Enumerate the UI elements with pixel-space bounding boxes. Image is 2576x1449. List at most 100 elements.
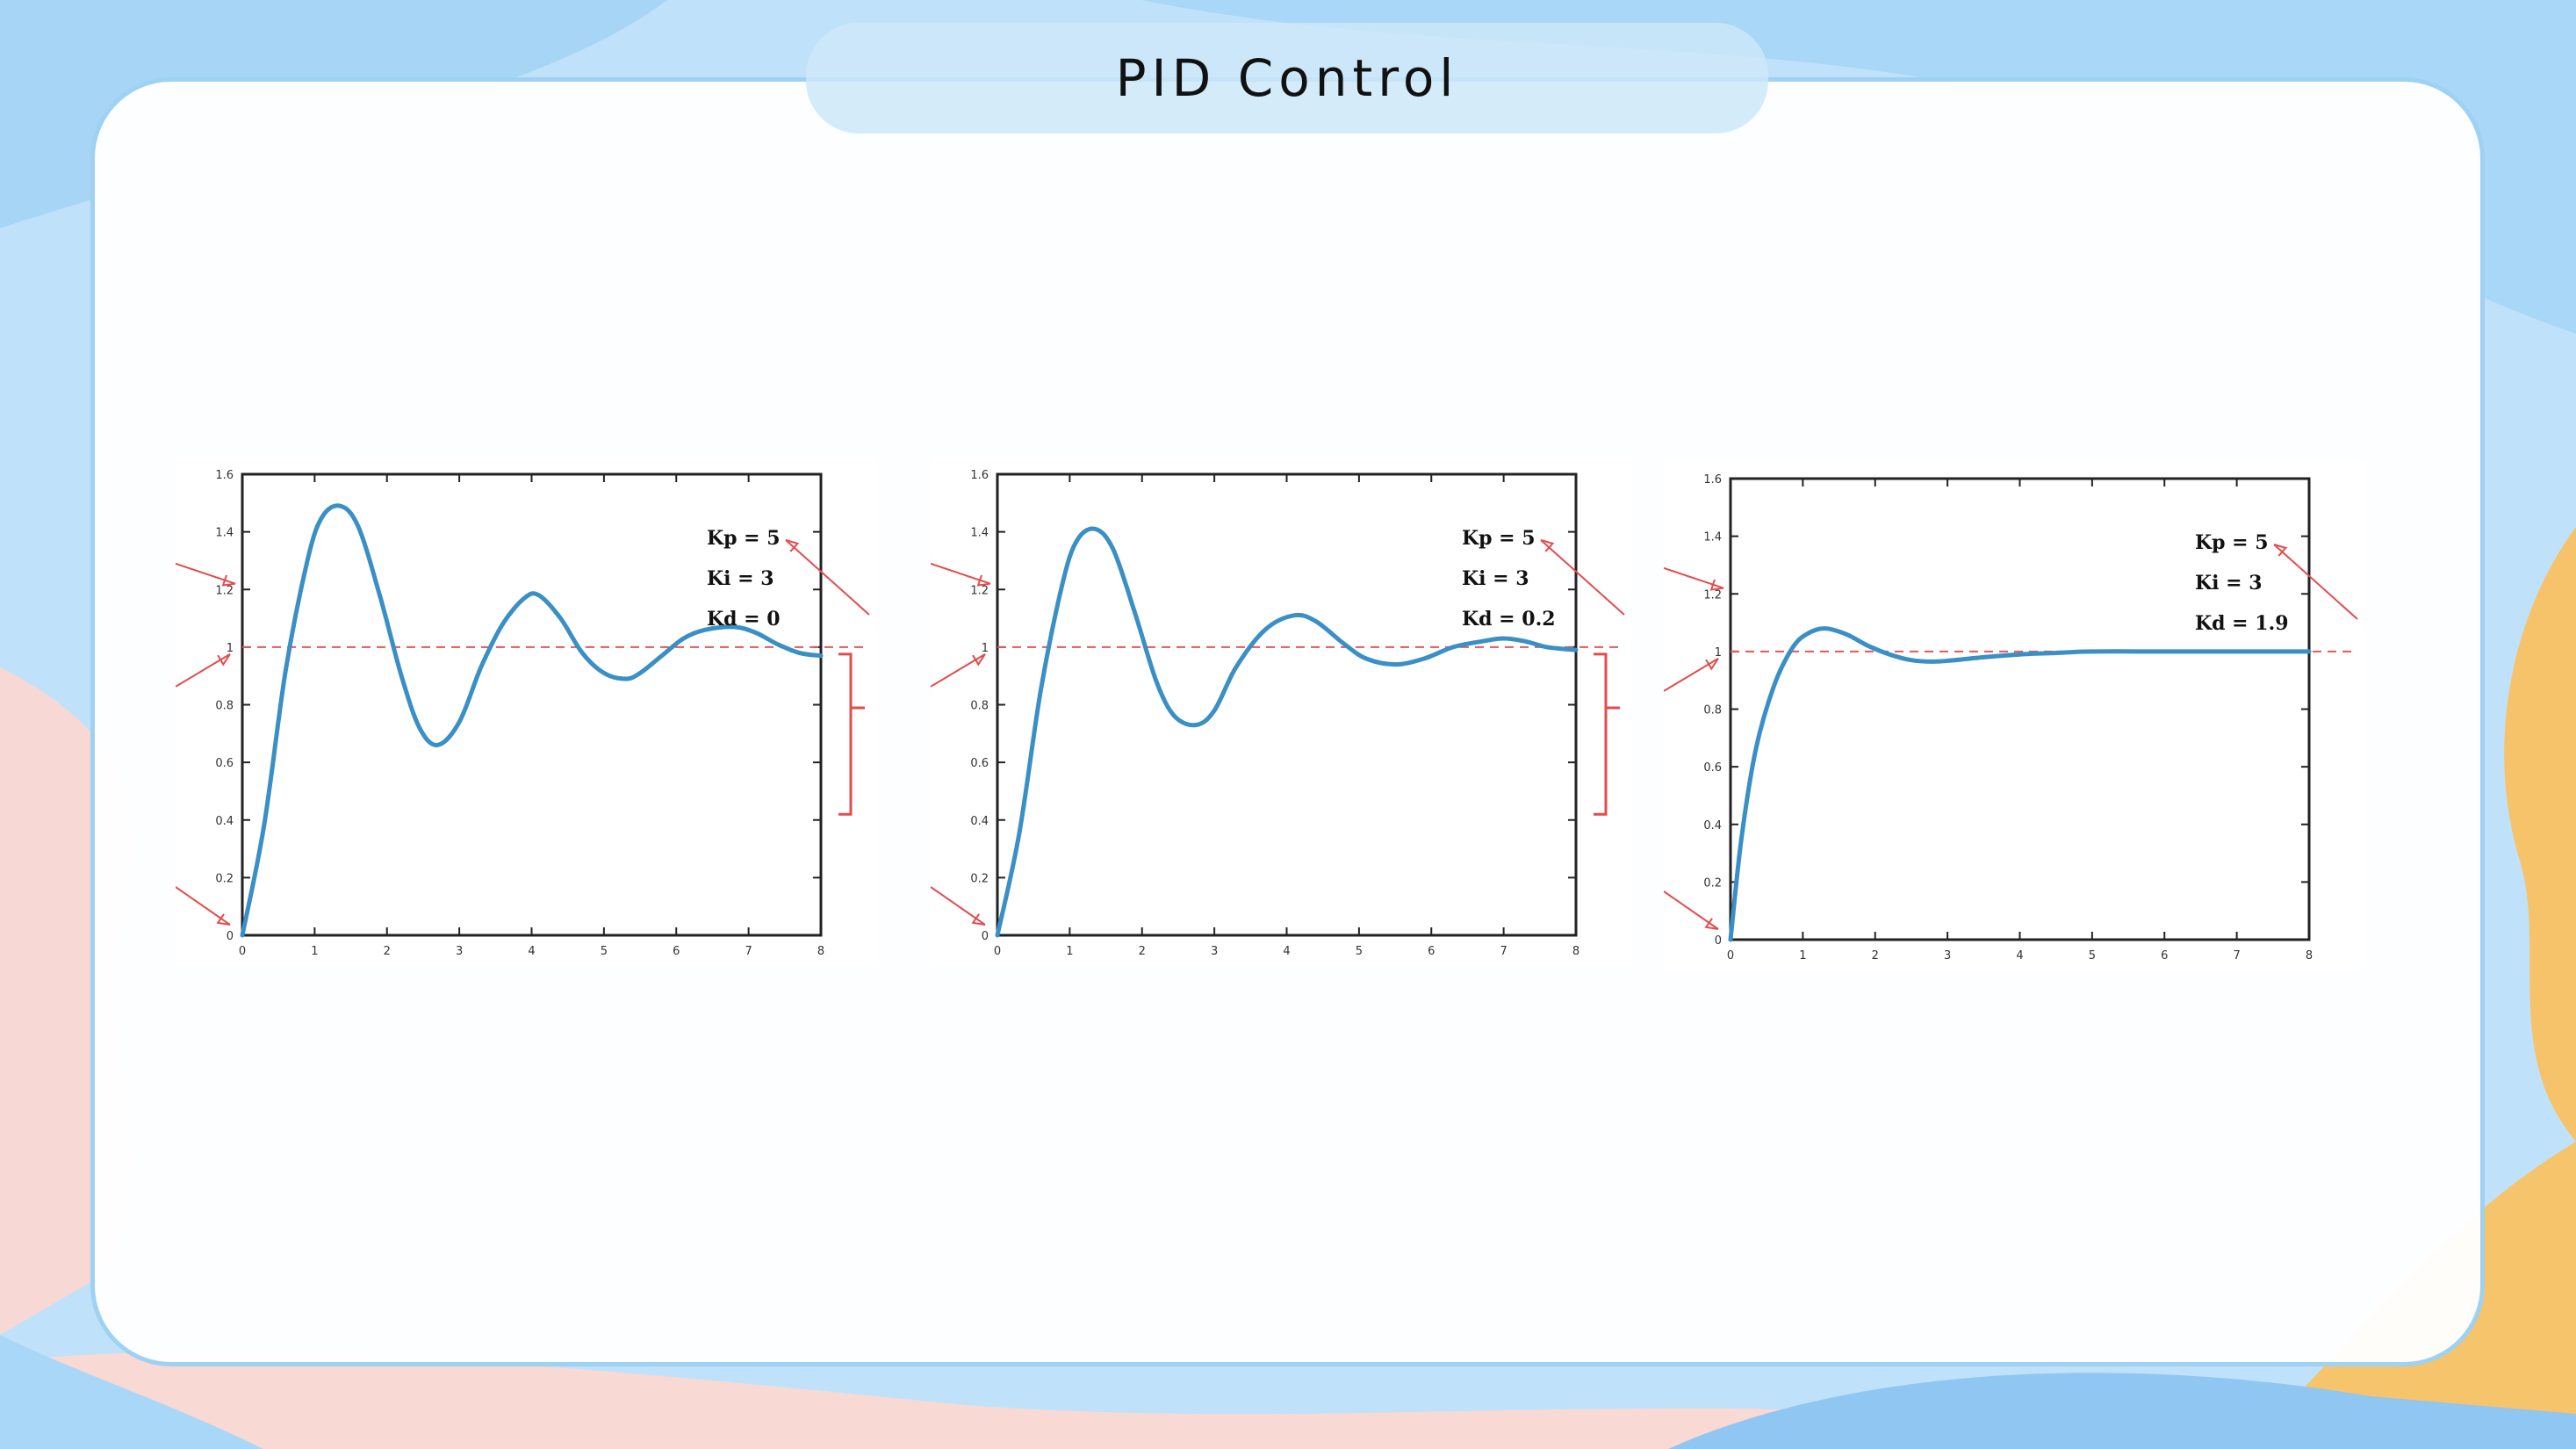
y-tick-label: 0.2: [1703, 876, 1722, 890]
param-label: Kp = 5: [2195, 531, 2269, 554]
y-tick-label: 1.2: [970, 584, 989, 597]
x-tick-label: 5: [601, 945, 608, 958]
x-tick-label: 4: [528, 945, 535, 958]
x-tick-label: 0: [239, 945, 246, 958]
y-tick-label: 0.4: [970, 815, 989, 828]
response-curve: [240, 503, 824, 938]
overshoot-arrow-head: [1709, 579, 1724, 591]
y-tick-label: 1: [1715, 646, 1722, 660]
x-tick-label: 6: [2161, 949, 2168, 962]
y-tick-label: 0.4: [215, 815, 234, 828]
reference-arrow: [1664, 658, 1719, 692]
title-pill: [806, 23, 1768, 133]
overshoot-arrow: [1664, 566, 1724, 589]
x-tick-label: 7: [745, 945, 752, 958]
param-arrow: [2273, 544, 2358, 620]
y-tick-label: 1: [982, 642, 989, 655]
x-tick-label: 7: [1500, 945, 1507, 958]
start-arrow: [931, 886, 986, 926]
param-arrow-head: [785, 539, 800, 552]
settling-bracket: [1594, 652, 1608, 816]
x-tick-label: 0: [1727, 949, 1734, 962]
param-label: Kp = 5: [1462, 527, 1536, 550]
param-label: Ki = 3: [1462, 567, 1529, 590]
overshoot-arrow-head: [221, 574, 236, 587]
x-tick-label: 6: [673, 945, 680, 958]
start-arrow-head: [216, 913, 231, 926]
reference-arrow: [931, 653, 986, 688]
y-tick-label: 0.8: [970, 700, 989, 713]
x-tick-label: 5: [2089, 949, 2096, 962]
start-arrow: [1664, 890, 1719, 930]
x-tick-label: 8: [817, 945, 824, 958]
param-arrow-head: [2273, 544, 2288, 557]
response-curve: [995, 526, 1579, 938]
y-tick-label: 1.4: [970, 527, 989, 540]
y-tick-label: 0: [227, 930, 234, 943]
param-label: Kd = 0.2: [1462, 608, 1556, 631]
x-tick-label: 8: [1572, 945, 1579, 958]
reference-arrow-head: [972, 653, 986, 667]
x-tick-label: 3: [456, 945, 463, 958]
start-arrow-head: [1704, 918, 1719, 930]
chart-3: 0 1 2 3 4 5 6 7 8 0 0.2 0.4 0.6 0.8 1 1.2 1.4 1.6 Kp = 5 Ki…: [1664, 473, 2358, 962]
chart-2: 0 1 2 3 4 5 6 7 8 0 0.2 0.4 0.6 0.8 1 1.2 1.4 1.6 Kp = 5 Ki…: [931, 469, 1625, 958]
y-tick-label: 0.8: [215, 700, 234, 713]
y-tick-label: 0.6: [1703, 761, 1722, 775]
param-arrow: [785, 539, 870, 616]
x-tick-label: 1: [311, 945, 318, 958]
param-label: Kd = 0: [707, 608, 781, 631]
x-tick-label: 2: [1872, 949, 1879, 962]
y-tick-label: 0.6: [970, 757, 989, 770]
y-tick-label: 0: [982, 930, 989, 943]
x-tick-label: 4: [1283, 945, 1290, 958]
chart-panel-2: 0 1 2 3 4 5 6 7 8 0 0.2 0.4 0.6 0.8 1 1.2 1.4 1.6 Kp = 5 Ki…: [931, 457, 1633, 966]
param-label: Kd = 1.9: [2195, 612, 2289, 635]
page-title: PID Control: [1115, 48, 1459, 108]
y-tick-label: 1.2: [1703, 588, 1722, 602]
y-tick-label: 0.6: [215, 757, 234, 770]
reference-arrow-head: [217, 653, 231, 667]
x-tick-label: 5: [1356, 945, 1363, 958]
x-tick-label: 2: [384, 945, 391, 958]
param-label: Ki = 3: [707, 567, 774, 590]
param-label: Ki = 3: [2195, 572, 2263, 595]
x-tick-label: 2: [1139, 945, 1146, 958]
y-tick-label: 0.4: [1703, 819, 1722, 833]
y-tick-label: 1.6: [215, 469, 234, 482]
y-tick-label: 0.2: [215, 872, 234, 885]
chart-1: 0 1 2 3 4 5 6 7 8 0 0.2 0.4 0.6 0.8 1 1.2 1.4 1.6 Kp = 5 Ki…: [176, 469, 870, 958]
x-tick-label: 4: [2016, 949, 2023, 962]
x-tick-label: 3: [1211, 945, 1218, 958]
reference-arrow-head: [1705, 658, 1719, 671]
response-curve: [1728, 626, 2312, 942]
x-tick-label: 1: [1799, 949, 1806, 962]
reference-arrow: [176, 653, 231, 688]
x-tick-label: 7: [2233, 949, 2240, 962]
x-tick-label: 8: [2306, 949, 2313, 962]
y-tick-label: 1.4: [1703, 531, 1722, 544]
param-label: Kp = 5: [707, 527, 781, 550]
y-tick-label: 0.2: [970, 872, 989, 885]
y-tick-label: 1: [227, 642, 234, 655]
x-tick-label: 3: [1944, 949, 1951, 962]
y-tick-label: 0.8: [1703, 704, 1722, 717]
settling-bracket: [838, 652, 853, 816]
chart-panel-1: 0 1 2 3 4 5 6 7 8 0 0.2 0.4 0.6 0.8 1 1.2 1.4 1.6 Kp = 5 Ki…: [176, 457, 878, 966]
x-tick-label: 1: [1066, 945, 1073, 958]
chart-panel-3: 0 1 2 3 4 5 6 7 8 0 0.2 0.4 0.6 0.8 1 1.2 1.4 1.6 Kp = 5 Ki…: [1664, 461, 2366, 970]
start-arrow-head: [971, 913, 986, 926]
start-arrow: [176, 886, 231, 926]
overshoot-arrow-head: [976, 574, 991, 587]
overshoot-arrow: [931, 562, 991, 585]
param-arrow: [1540, 539, 1625, 616]
y-tick-label: 1.6: [1703, 473, 1722, 487]
x-tick-label: 6: [1428, 945, 1435, 958]
y-tick-label: 1.6: [970, 469, 989, 482]
y-tick-label: 1.4: [215, 527, 234, 540]
x-tick-label: 0: [994, 945, 1001, 958]
param-arrow-head: [1540, 539, 1555, 552]
y-tick-label: 0: [1715, 934, 1722, 948]
y-tick-label: 1.2: [215, 584, 234, 597]
overshoot-arrow: [176, 562, 236, 585]
